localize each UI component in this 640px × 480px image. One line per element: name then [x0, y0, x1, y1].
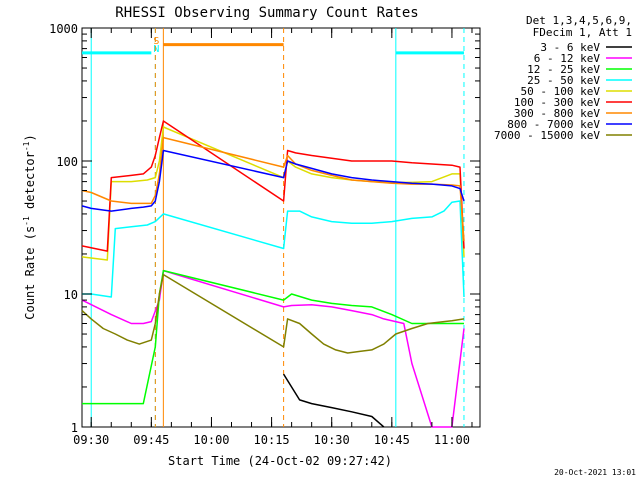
- legend-entry-label: 800 - 7000 keV: [507, 118, 600, 131]
- x-tick-label: 11:00: [434, 433, 470, 447]
- legend-entry-label: 7000 - 15000 keV: [494, 129, 600, 142]
- x-tick-label: 09:45: [133, 433, 169, 447]
- series-line: [81, 273, 465, 354]
- y-tick-label: 10: [64, 288, 78, 302]
- x-axis: 09:30 09:45 10:00 10:15 10:30 10:45 11:00: [73, 28, 473, 447]
- x-tick-label: 09:30: [73, 433, 109, 447]
- series-line: [282, 373, 385, 428]
- plot-border: [81, 27, 481, 428]
- series-line: [81, 126, 465, 261]
- legend-entry-label: 6 - 12 keV: [534, 52, 601, 65]
- y-tick-label: 1: [71, 421, 78, 435]
- y-axis-label-main: Count Rate (s: [23, 226, 37, 320]
- legend-header-2: FDecim 1, Att 1: [533, 26, 632, 39]
- markers-layer: NS: [82, 28, 465, 427]
- legend-entry-label: 100 - 300 keV: [514, 96, 600, 109]
- chart-title: RHESSI Observing Summary Count Rates: [115, 5, 418, 21]
- series-line: [82, 269, 464, 405]
- series-line: [81, 269, 465, 428]
- series-line: [82, 200, 465, 298]
- legend-entry-label: 50 - 100 keV: [521, 85, 601, 98]
- series-line: [81, 149, 465, 212]
- legend-entry-label: 25 - 50 keV: [527, 74, 600, 87]
- y-axis-label: Count Rate (s-1 detector-1): [22, 134, 37, 319]
- x-tick-label: 10:45: [374, 433, 410, 447]
- legend-header-1: Det 1,3,4,5,6,9,: [526, 14, 632, 27]
- footer-timestamp: 20-Oct-2021 13:01: [554, 468, 636, 477]
- y-axis-label-mid: detector: [23, 151, 37, 216]
- legend: Det 1,3,4,5,6,9, FDecim 1, Att 1 3 - 6 k…: [494, 14, 632, 142]
- series-line: [81, 120, 465, 252]
- x-tick-label: 10:30: [314, 433, 350, 447]
- night-marker-label: N: [153, 44, 159, 55]
- legend-entry-label: 3 - 6 keV: [540, 41, 600, 54]
- plot-frame: [81, 27, 481, 428]
- x-tick-label: 10:15: [254, 433, 290, 447]
- series-layer: [81, 120, 465, 428]
- y-tick-label: 100: [56, 155, 78, 169]
- y-axis-label-sup2: -1: [22, 141, 31, 151]
- y-axis-label-end: ): [23, 134, 37, 141]
- x-axis-label: Start Time (24-Oct-02 09:27:42): [168, 454, 392, 468]
- legend-entry-label: 12 - 25 keV: [527, 63, 600, 76]
- y-axis-label-sup1: -1: [22, 216, 31, 226]
- attenuator-marker-label: S: [153, 36, 159, 47]
- legend-entry-label: 300 - 800 keV: [514, 107, 600, 120]
- y-tick-label: 1000: [49, 22, 78, 36]
- x-tick-label: 10:00: [193, 433, 229, 447]
